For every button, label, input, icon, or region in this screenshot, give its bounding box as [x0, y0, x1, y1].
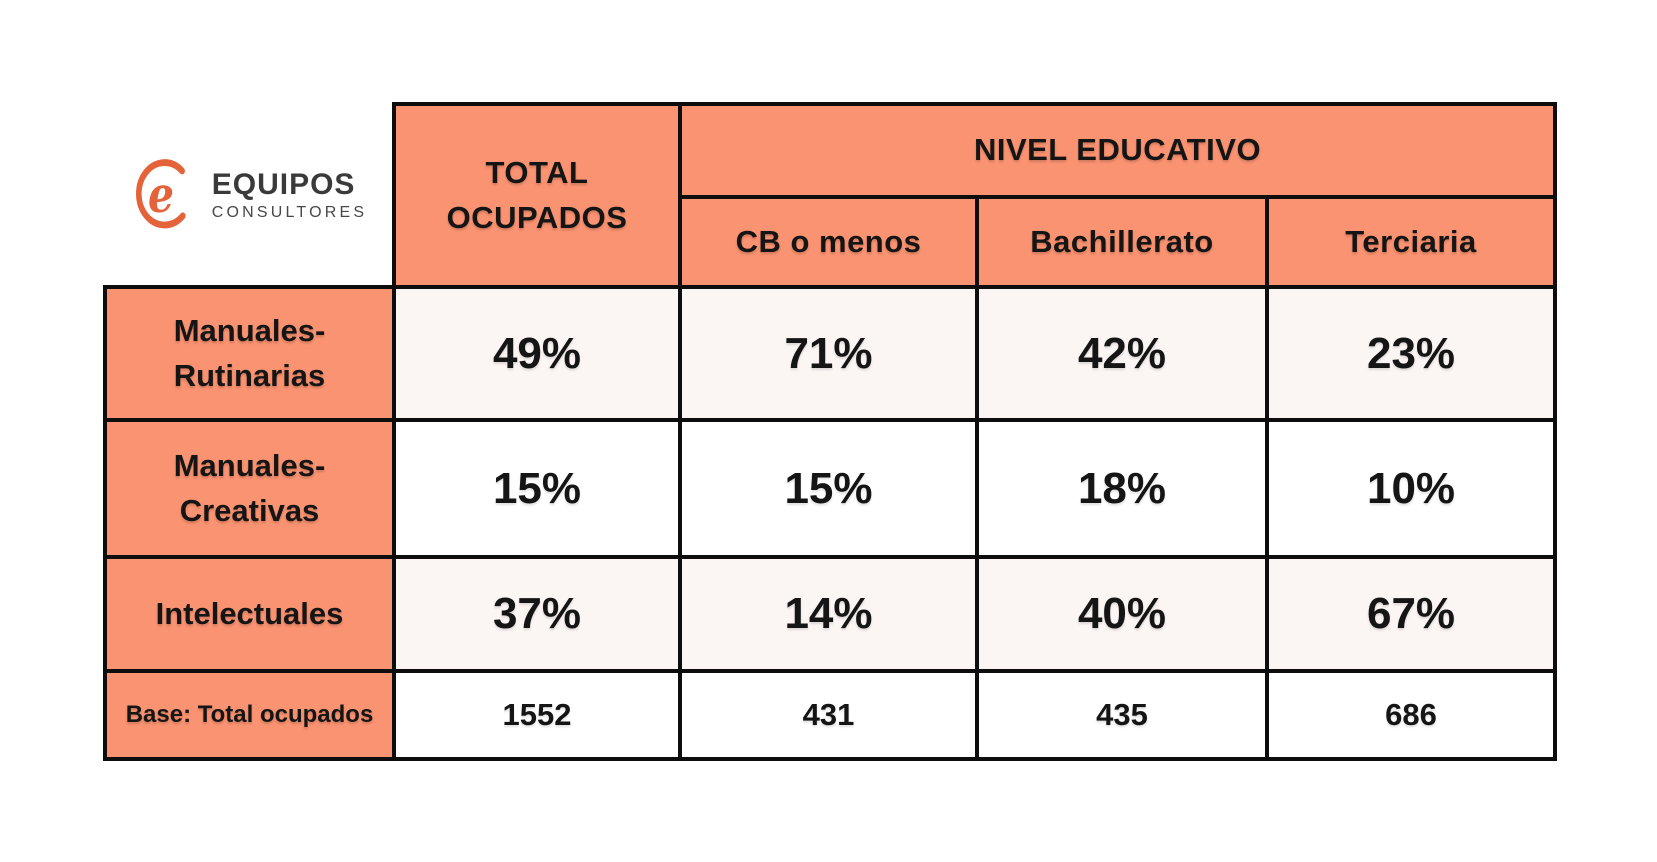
data-cell: 686: [1264, 669, 1558, 761]
header-cb-o-menos: CB o menos: [678, 195, 979, 289]
table-corner-cell: e EQUIPOS CONSULTORES: [105, 104, 394, 287]
table-row: Intelectuales 37% 14% 40% 67%: [103, 555, 1558, 673]
header-nivel-educativo: NIVEL EDUCATIVO: [677, 102, 1558, 199]
header-sub-label: Bachillerato: [1030, 223, 1214, 259]
table-row: Manuales- Creativas 15% 15% 18% 10%: [103, 418, 1558, 559]
data-cell: 42%: [975, 285, 1269, 422]
logo-brand-subtitle: CONSULTORES: [211, 203, 368, 221]
logo-brand-name: EQUIPOS: [211, 167, 356, 201]
data-cell: 10%: [1264, 418, 1558, 559]
row-label-base-total-ocupados: Base: Total ocupados: [103, 669, 396, 761]
data-cell: 435: [975, 669, 1269, 761]
logo-wordmark: EQUIPOS CONSULTORES: [212, 168, 368, 222]
row-label-line: Manuales-: [173, 447, 326, 483]
data-cell: 23%: [1264, 285, 1558, 422]
row-label-line: Rutinarias: [173, 357, 326, 393]
header-sub-label: Terciaria: [1345, 223, 1477, 259]
data-cell: 1552: [392, 669, 682, 761]
header-total-line1: TOTAL: [485, 154, 589, 190]
row-label-line: Base: Total ocupados: [125, 700, 374, 728]
data-cell: 431: [678, 669, 979, 761]
row-label-line: Intelectuales: [155, 595, 344, 631]
data-cell: 40%: [975, 555, 1269, 673]
row-label-manuales-rutinarias: Manuales- Rutinarias: [103, 285, 396, 422]
row-label-line: Manuales-: [173, 312, 326, 348]
table-row: Manuales- Rutinarias 49% 71% 42% 23%: [103, 285, 1558, 422]
row-label-intelectuales: Intelectuales: [103, 555, 396, 673]
table-row: Base: Total ocupados 1552 431 435 686: [103, 669, 1558, 761]
header-total-line2: OCUPADOS: [446, 199, 628, 235]
svg-text:e: e: [148, 164, 174, 223]
header-terciaria: Terciaria: [1264, 195, 1558, 289]
data-cell: 49%: [392, 285, 682, 422]
data-cell: 67%: [1264, 555, 1558, 673]
data-cell: 15%: [678, 418, 979, 559]
data-cell: 14%: [678, 555, 979, 673]
row-label-line: Creativas: [179, 492, 320, 528]
equipos-logo: e EQUIPOS CONSULTORES: [105, 104, 392, 285]
header-total-ocupados: TOTAL OCUPADOS: [392, 102, 682, 289]
script-e-icon: e: [135, 158, 186, 228]
education-level-table: e EQUIPOS CONSULTORES TOTAL OCUPADOS NIV…: [103, 102, 1558, 761]
data-cell: 18%: [975, 418, 1269, 559]
data-cell: 15%: [392, 418, 682, 559]
header-sub-label: CB o menos: [735, 223, 922, 259]
data-cell: 71%: [678, 285, 979, 422]
header-bachillerato: Bachillerato: [975, 195, 1269, 289]
row-label-manuales-creativas: Manuales- Creativas: [103, 418, 396, 559]
header-group-label: NIVEL EDUCATIVO: [973, 132, 1262, 168]
data-cell: 37%: [392, 555, 682, 673]
